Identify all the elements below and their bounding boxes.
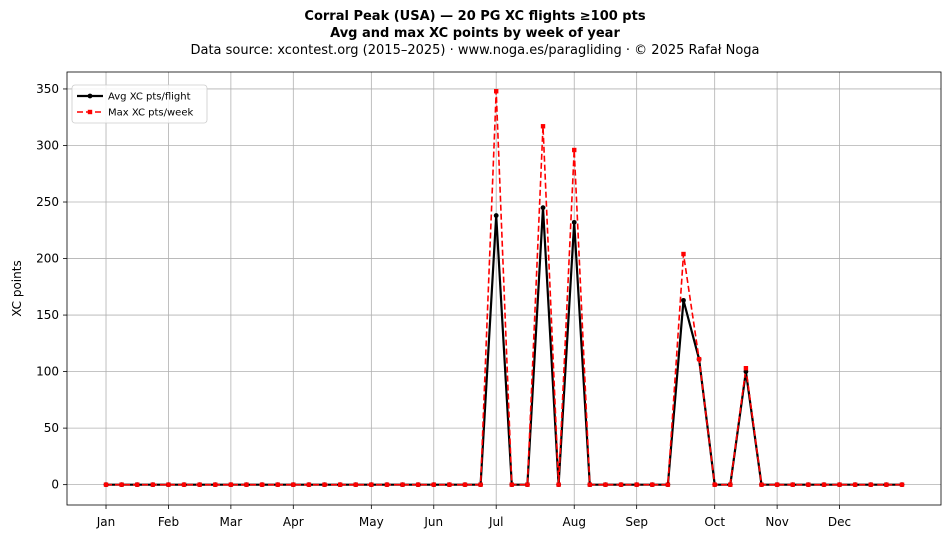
x-tick-label: Jun	[423, 515, 443, 529]
series-line-max	[106, 90, 902, 486]
data-point-avg	[571, 219, 577, 225]
data-point-max	[868, 482, 873, 487]
data-point-max	[431, 482, 436, 487]
data-point-max	[572, 147, 577, 153]
y-tick-label: 100	[36, 365, 59, 379]
data-point-max	[478, 482, 483, 487]
data-point-max	[337, 482, 343, 487]
chart-subtitle: Avg and max XC points by week of year	[330, 26, 620, 41]
data-point-max	[821, 482, 827, 487]
data-point-max	[213, 482, 218, 487]
data-point-avg	[493, 213, 499, 218]
plot-frame	[66, 71, 942, 506]
data-point-max	[150, 482, 156, 487]
x-tick-label: Dec	[828, 515, 851, 529]
data-point-max	[119, 482, 124, 487]
x-tick-label: Mar	[220, 515, 243, 529]
data-point-max	[728, 482, 733, 487]
data-point-max	[275, 482, 280, 487]
legend-label: Max XC pts/week	[108, 108, 193, 119]
data-point-max	[353, 482, 358, 487]
data-point-avg	[540, 205, 546, 211]
data-point-max	[306, 482, 312, 487]
y-tick-label: 200	[36, 252, 59, 266]
data-point-max	[743, 366, 749, 371]
data-point-max	[384, 482, 390, 487]
y-tick-label: 250	[36, 195, 59, 209]
data-point-max	[166, 482, 171, 487]
data-point-max	[712, 482, 717, 487]
data-point-max	[181, 482, 187, 487]
data-point-max	[587, 482, 593, 487]
x-tick-label: Jul	[488, 515, 503, 529]
data-point-max	[603, 482, 608, 487]
legend-marker	[87, 93, 93, 99]
y-tick-label: 50	[44, 421, 59, 435]
data-point-max	[493, 89, 499, 94]
data-point-max	[852, 482, 858, 487]
legend-marker	[87, 109, 93, 115]
data-point-max	[665, 482, 671, 487]
y-tick-label: 150	[36, 308, 59, 322]
data-point-max	[650, 482, 655, 487]
data-point-max	[837, 482, 842, 487]
legend-label: Avg XC pts/flight	[108, 92, 191, 103]
data-point-max	[400, 482, 405, 487]
x-tick-label: Apr	[283, 515, 304, 529]
data-point-max	[540, 124, 546, 129]
data-point-max	[103, 482, 109, 487]
data-point-max	[462, 482, 468, 487]
data-point-max	[618, 482, 624, 487]
data-point-avg	[681, 297, 686, 303]
x-tick-label: May	[359, 515, 384, 529]
series-line-avg	[106, 206, 902, 486]
data-point-max	[447, 482, 452, 487]
y-tick-label: 0	[51, 478, 59, 492]
data-point-max	[135, 482, 140, 487]
data-point-max	[322, 482, 327, 487]
y-tick-label: 350	[36, 82, 59, 96]
data-point-max	[556, 482, 561, 487]
data-point-max	[790, 482, 795, 487]
data-point-max	[369, 482, 374, 487]
x-tick-label: Feb	[158, 515, 179, 529]
legend-box	[71, 84, 208, 124]
x-tick-label: Jan	[96, 515, 116, 529]
data-point-max	[291, 482, 296, 487]
data-point-max	[634, 482, 639, 487]
x-tick-label: Nov	[765, 515, 788, 529]
data-point-max	[759, 482, 764, 487]
data-point-max	[509, 482, 515, 487]
data-point-max	[696, 356, 702, 362]
chart-title: Corral Peak (USA) — 20 PG XC flights ≥10…	[304, 9, 646, 24]
data-point-max	[197, 482, 202, 487]
data-point-max	[228, 482, 234, 487]
x-tick-label: Aug	[563, 515, 586, 529]
data-point-max	[525, 482, 530, 487]
data-point-max	[681, 251, 686, 257]
y-axis-label: XC points	[10, 260, 24, 316]
data-point-max	[415, 482, 421, 487]
chart-source: Data source: xcontest.org (2015–2025) · …	[190, 43, 760, 58]
data-point-max	[244, 482, 249, 487]
data-point-max	[884, 482, 889, 487]
x-tick-label: Sep	[625, 515, 648, 529]
data-point-max	[806, 482, 811, 487]
data-point-max	[899, 482, 905, 487]
data-point-max	[774, 482, 780, 487]
data-point-max	[259, 482, 265, 487]
x-tick-label: Oct	[704, 515, 725, 529]
y-tick-label: 300	[36, 138, 59, 152]
